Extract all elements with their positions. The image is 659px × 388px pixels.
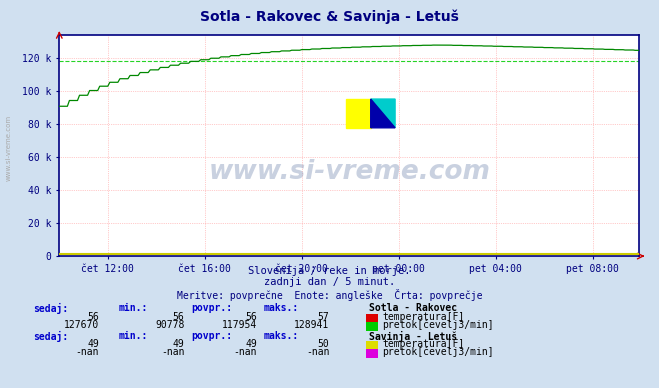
Text: 117954: 117954 [222,320,257,330]
Text: Meritve: povprečne  Enote: angleške  Črta: povprečje: Meritve: povprečne Enote: angleške Črta:… [177,289,482,301]
Text: temperatura[F]: temperatura[F] [382,312,465,322]
Text: 57: 57 [318,312,330,322]
Text: pretok[čevelj3/min]: pretok[čevelj3/min] [382,347,494,357]
Text: 50: 50 [318,339,330,349]
Text: www.si-vreme.com: www.si-vreme.com [208,159,490,185]
Text: Sotla - Rakovec & Savinja - Letuš: Sotla - Rakovec & Savinja - Letuš [200,10,459,24]
Text: maks.:: maks.: [264,303,299,314]
Text: 90778: 90778 [155,320,185,330]
Text: -nan: -nan [306,347,330,357]
Polygon shape [371,99,395,128]
Text: temperatura[F]: temperatura[F] [382,339,465,349]
Text: www.si-vreme.com: www.si-vreme.com [5,114,12,180]
Polygon shape [371,99,395,128]
Text: -nan: -nan [233,347,257,357]
Text: 128941: 128941 [295,320,330,330]
Text: zadnji dan / 5 minut.: zadnji dan / 5 minut. [264,277,395,288]
Text: maks.:: maks.: [264,331,299,341]
Text: povpr.:: povpr.: [191,303,232,314]
Text: sedaj:: sedaj: [33,303,68,314]
Text: Sotla - Rakovec: Sotla - Rakovec [369,303,457,314]
Text: -nan: -nan [161,347,185,357]
Text: 49: 49 [87,339,99,349]
Text: Slovenija / reke in morje.: Slovenija / reke in morje. [248,266,411,276]
Text: 49: 49 [245,339,257,349]
Text: Savinja - Letuš: Savinja - Letuš [369,331,457,341]
Text: 56: 56 [173,312,185,322]
Text: min.:: min.: [119,303,148,314]
Text: sedaj:: sedaj: [33,331,68,341]
Text: 56: 56 [87,312,99,322]
Text: pretok[čevelj3/min]: pretok[čevelj3/min] [382,320,494,330]
Text: min.:: min.: [119,331,148,341]
Bar [347,99,371,128]
Text: -nan: -nan [75,347,99,357]
Text: 49: 49 [173,339,185,349]
Text: 127670: 127670 [64,320,99,330]
Text: povpr.:: povpr.: [191,331,232,341]
Text: 56: 56 [245,312,257,322]
